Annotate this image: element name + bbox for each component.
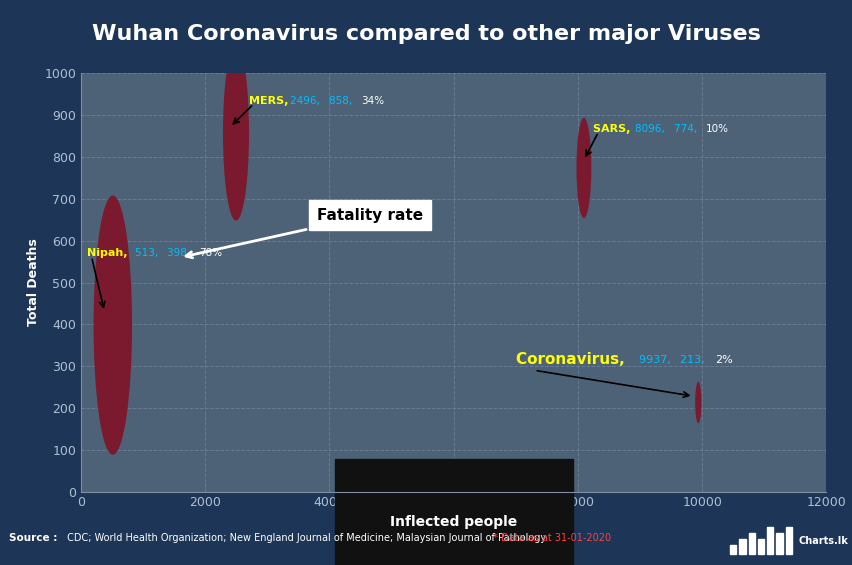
Text: Nipah,: Nipah, [87, 248, 131, 258]
Text: Wuhan Coronavirus compared to other major Viruses: Wuhan Coronavirus compared to other majo… [91, 24, 761, 44]
Text: 513,: 513, [135, 248, 161, 258]
X-axis label: Inflected people: Inflected people [390, 515, 517, 529]
Text: 9937,: 9937, [639, 355, 674, 365]
Text: Charts.lk: Charts.lk [798, 536, 848, 546]
Circle shape [577, 118, 591, 218]
Bar [767, 528, 774, 554]
Text: * Data as at 31-01-2020: * Data as at 31-01-2020 [490, 533, 611, 543]
Circle shape [695, 381, 701, 423]
Text: 398,: 398, [167, 248, 193, 258]
Text: 10%: 10% [705, 124, 728, 134]
Bar [776, 533, 783, 554]
Text: 2496,: 2496, [290, 95, 323, 106]
Text: MERS,: MERS, [249, 95, 292, 106]
Circle shape [223, 45, 249, 220]
Circle shape [94, 195, 132, 455]
Text: 2%: 2% [715, 355, 733, 365]
Text: SARS,: SARS, [594, 124, 635, 134]
Text: 78%: 78% [199, 248, 222, 258]
Bar [730, 545, 736, 554]
Bar [740, 539, 746, 554]
Text: 858,: 858, [329, 95, 355, 106]
Text: 213,: 213, [680, 355, 708, 365]
Text: Fatality rate: Fatality rate [186, 208, 423, 258]
Text: 8096,: 8096, [635, 124, 668, 134]
Text: CDC; World Health Organization; New England Journal of Medicine; Malaysian Journ: CDC; World Health Organization; New Engl… [64, 533, 546, 543]
Bar [786, 528, 792, 554]
Y-axis label: Total Deaths: Total Deaths [27, 238, 40, 327]
Bar [757, 539, 764, 554]
Text: Coronavirus,: Coronavirus, [515, 353, 630, 367]
Text: Source :: Source : [9, 533, 57, 543]
Bar [749, 533, 755, 554]
Text: 774,: 774, [674, 124, 700, 134]
Text: 34%: 34% [361, 95, 384, 106]
